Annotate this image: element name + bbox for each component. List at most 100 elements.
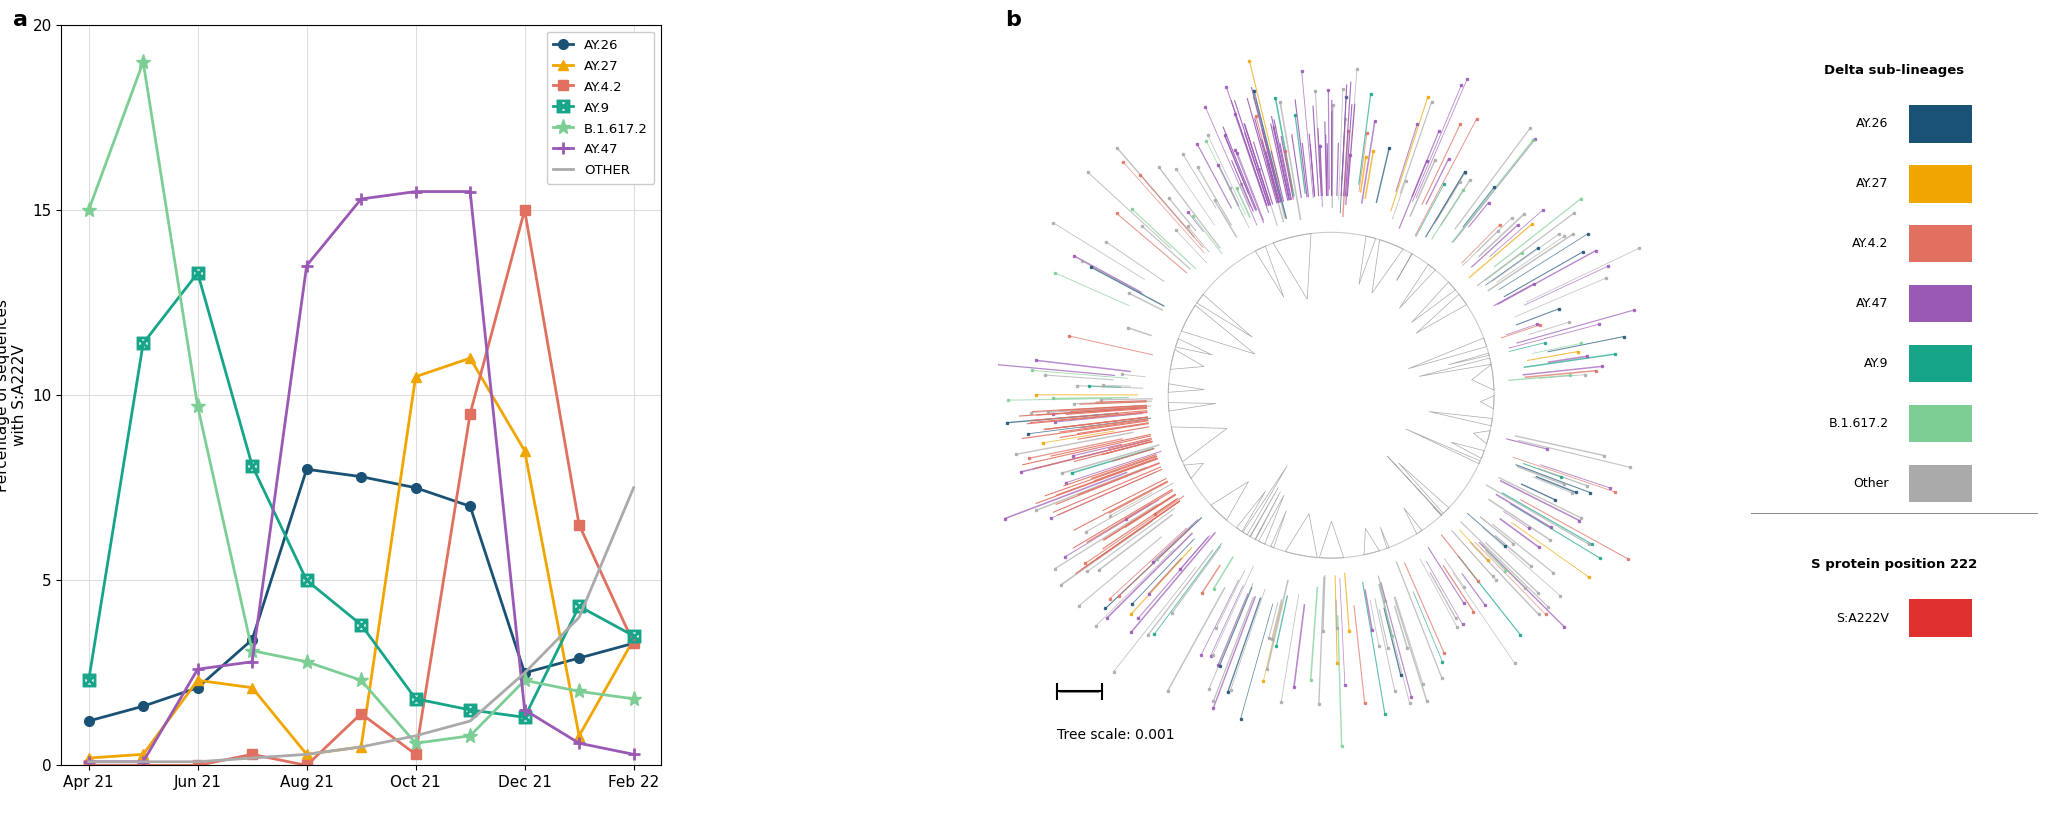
AY.4.2 [295, 760, 319, 770]
AY.27 [348, 742, 373, 752]
AY.47 [621, 750, 645, 760]
AY.9 [240, 461, 264, 471]
AY.27 [295, 750, 319, 760]
AY.9 [403, 694, 428, 704]
AY.9 [459, 705, 483, 715]
Line: OTHER: OTHER [88, 488, 633, 762]
AY.9 [131, 339, 156, 349]
AY.9 [621, 631, 645, 641]
AY.47 [131, 757, 156, 767]
AY.27 [240, 683, 264, 693]
AY.26 [403, 483, 428, 493]
Line: AY.4.2: AY.4.2 [84, 206, 639, 770]
B.1.617.2 [131, 57, 156, 67]
Line: AY.26: AY.26 [84, 464, 639, 726]
AY.9 [512, 712, 537, 722]
AY.27 [186, 676, 211, 686]
Text: b: b [1006, 10, 1022, 30]
AY.4.2 [240, 750, 264, 760]
AY.47 [240, 656, 264, 666]
B.1.617.2 [186, 401, 211, 411]
Text: AY.27: AY.27 [1855, 177, 1888, 191]
AY.4.2 [512, 206, 537, 215]
Text: S:A222V: S:A222V [1835, 612, 1888, 625]
Y-axis label: Percentage of sequences
with S:A222V: Percentage of sequences with S:A222V [0, 299, 27, 492]
AY.9 [295, 576, 319, 586]
FancyBboxPatch shape [1909, 285, 1972, 322]
Line: AY.47: AY.47 [82, 186, 639, 768]
AY.27 [459, 353, 483, 363]
B.1.617.2 [240, 646, 264, 656]
AY.27 [567, 730, 592, 740]
AY.26 [567, 653, 592, 663]
AY.26 [621, 638, 645, 648]
AY.47 [459, 186, 483, 196]
FancyBboxPatch shape [1909, 464, 1972, 502]
Text: Tree scale: 0.001: Tree scale: 0.001 [1057, 729, 1176, 742]
FancyBboxPatch shape [1909, 599, 1972, 636]
AY.47 [295, 260, 319, 270]
FancyBboxPatch shape [1909, 404, 1972, 442]
OTHER [186, 757, 211, 767]
OTHER [295, 750, 319, 760]
B.1.617.2 [348, 676, 373, 686]
AY.26 [295, 464, 319, 474]
AY.4.2 [403, 750, 428, 760]
Text: AY.4.2: AY.4.2 [1851, 237, 1888, 250]
B.1.617.2 [512, 676, 537, 686]
FancyBboxPatch shape [1909, 165, 1972, 202]
Text: a: a [14, 10, 29, 30]
B.1.617.2 [621, 694, 645, 704]
AY.26 [459, 501, 483, 511]
FancyBboxPatch shape [1909, 225, 1972, 262]
Text: Other: Other [1853, 477, 1888, 490]
OTHER [567, 612, 592, 622]
AY.47 [512, 705, 537, 715]
OTHER [459, 716, 483, 726]
AY.47 [76, 757, 100, 767]
B.1.617.2 [295, 656, 319, 666]
AY.47 [403, 186, 428, 196]
AY.4.2 [567, 520, 592, 530]
FancyBboxPatch shape [1909, 105, 1972, 142]
AY.47 [567, 738, 592, 748]
AY.27 [76, 753, 100, 763]
Text: AY.9: AY.9 [1864, 357, 1888, 370]
FancyBboxPatch shape [1909, 344, 1972, 382]
AY.26 [512, 668, 537, 678]
AY.9 [567, 602, 592, 612]
B.1.617.2 [459, 730, 483, 740]
AY.27 [131, 750, 156, 760]
AY.26 [240, 635, 264, 645]
Legend: AY.26, AY.27, AY.4.2, AY.9, B.1.617.2, AY.47, OTHER: AY.26, AY.27, AY.4.2, AY.9, B.1.617.2, A… [547, 32, 653, 184]
OTHER [131, 757, 156, 767]
AY.4.2 [186, 760, 211, 770]
B.1.617.2 [403, 738, 428, 748]
AY.4.2 [348, 709, 373, 719]
AY.4.2 [131, 760, 156, 770]
OTHER [621, 483, 645, 493]
OTHER [240, 753, 264, 763]
AY.47 [186, 664, 211, 674]
B.1.617.2 [567, 686, 592, 696]
AY.26 [76, 716, 100, 726]
Text: B.1.617.2: B.1.617.2 [1829, 417, 1888, 430]
Text: AY.26: AY.26 [1855, 117, 1888, 131]
AY.4.2 [459, 409, 483, 418]
Text: S protein position 222: S protein position 222 [1810, 558, 1978, 572]
OTHER [76, 757, 100, 767]
OTHER [512, 668, 537, 678]
AY.27 [512, 446, 537, 456]
Line: B.1.617.2: B.1.617.2 [82, 54, 641, 750]
OTHER [348, 742, 373, 752]
B.1.617.2 [76, 206, 100, 215]
AY.9 [76, 676, 100, 686]
OTHER [403, 730, 428, 740]
AY.26 [186, 683, 211, 693]
AY.4.2 [621, 638, 645, 648]
Text: Delta sub-lineages: Delta sub-lineages [1825, 64, 1964, 77]
AY.9 [348, 620, 373, 630]
AY.4.2 [76, 760, 100, 770]
Text: AY.47: AY.47 [1855, 297, 1888, 310]
AY.26 [131, 701, 156, 711]
